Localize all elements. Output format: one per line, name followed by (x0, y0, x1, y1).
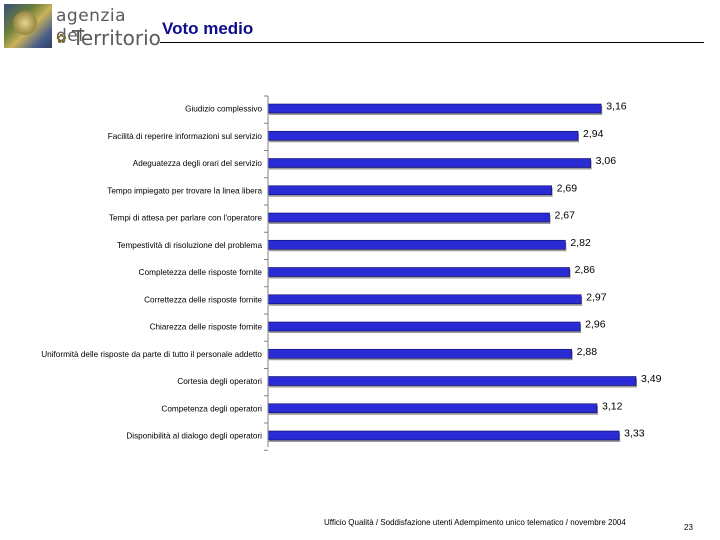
bar (267, 103, 602, 114)
logo-gear-icon: ✿ (56, 31, 67, 46)
bar (267, 212, 550, 223)
page-number: 23 (684, 523, 693, 532)
category-label: Adeguatezza degli orari del servizio (133, 159, 263, 168)
bar (267, 130, 579, 141)
value-label: 2,82 (570, 237, 591, 249)
category-label: Chiarezza delle risposte fornite (150, 323, 263, 332)
category-label: Facilità di reperire informazioni sul se… (108, 132, 263, 141)
value-label: 3,33 (624, 428, 645, 440)
logo-emblem-image (4, 4, 52, 48)
agenzia-territorio-logo: agenzia del ✿ Territorio (4, 4, 161, 50)
value-label: 2,94 (583, 128, 604, 140)
bar (267, 294, 582, 305)
logo-text-line1: agenzia del (56, 6, 127, 46)
category-label: Completezza delle risposte fornite (139, 268, 263, 277)
value-label: 2,96 (585, 319, 606, 331)
title-divider (160, 42, 704, 43)
value-label: 3,12 (602, 400, 623, 412)
category-label: Cortesia degli operatori (177, 377, 262, 386)
bar (267, 239, 566, 250)
bar (267, 158, 591, 168)
value-label: 3,49 (641, 373, 662, 385)
value-label: 3,06 (596, 155, 617, 167)
bar (267, 348, 572, 359)
bar (267, 321, 581, 332)
category-label: Tempi di attesa per parlare con l'operat… (109, 214, 263, 223)
bar (267, 267, 570, 277)
bar (267, 403, 598, 414)
category-label: Tempo impiegato per trovare la linea lib… (107, 186, 262, 195)
value-label: 3,16 (606, 101, 627, 113)
slide-title: Voto medio (162, 19, 254, 38)
logo-text-line2: Territorio (72, 26, 161, 50)
bar (267, 430, 620, 441)
bar (267, 185, 552, 196)
value-label: 2,69 (557, 182, 578, 194)
value-label: 2,97 (586, 291, 607, 303)
value-label: 2,67 (555, 210, 576, 222)
footer-text: Ufficio Qualità / Soddisfazione utenti A… (324, 518, 626, 527)
category-label: Competenza degli operatori (161, 404, 262, 413)
value-label: 2,86 (575, 264, 596, 276)
bar (267, 376, 637, 386)
category-label: Giudizio complessivo (185, 105, 262, 114)
category-label: Tempestività di risoluzione del problema (117, 241, 263, 250)
category-label: Disponibilità al dialogo degli operatori (126, 432, 262, 441)
category-label: Uniformità delle risposte da parte di tu… (41, 350, 262, 359)
category-label: Correttezza delle risposte fornite (144, 295, 262, 304)
value-label: 2,88 (577, 346, 598, 358)
